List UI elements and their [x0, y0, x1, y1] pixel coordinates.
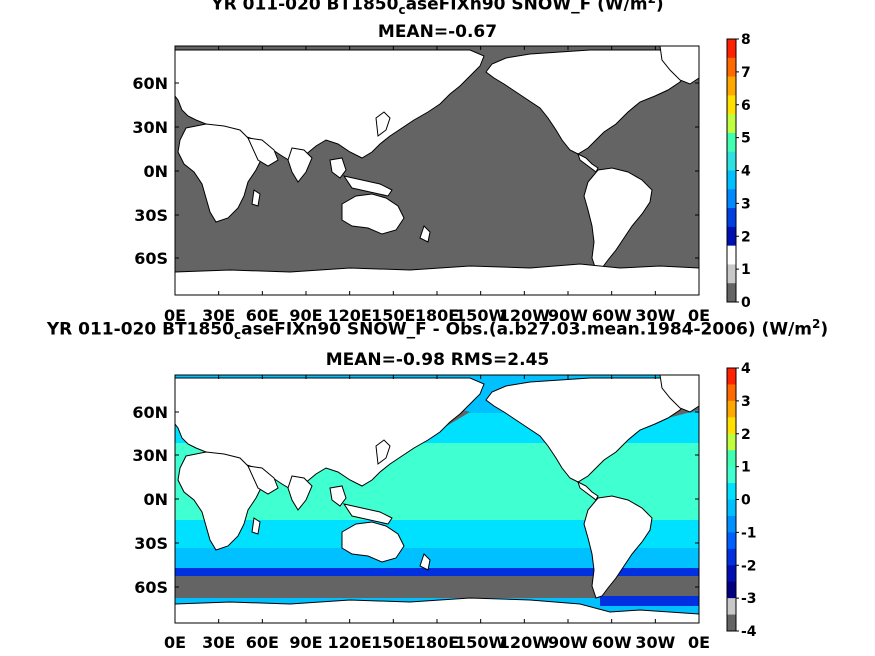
y-tick-label: 60N: [132, 74, 168, 93]
y-tick-label: 0N: [143, 490, 168, 509]
x-tick-label: 120W: [499, 306, 550, 325]
colorbar-label: -2: [741, 558, 757, 574]
colorbar-label: 3: [741, 394, 751, 410]
colorbar-swatch: [727, 245, 736, 265]
colorbar-label: 2: [741, 229, 751, 245]
y-tick-label: 30N: [132, 446, 168, 465]
x-tick-label: 120E: [328, 306, 372, 325]
x-tick-label: 150E: [371, 306, 415, 325]
x-tick-label: 0E: [688, 633, 710, 652]
colorbar-swatch: [727, 264, 736, 284]
x-tick-label: 120W: [499, 633, 550, 652]
colorbar-swatch: [727, 515, 736, 533]
x-tick-label: 90W: [548, 633, 588, 652]
colorbar-swatch: [727, 614, 736, 632]
y-tick-label: 60N: [132, 403, 168, 422]
colorbar-label: 0: [741, 493, 751, 509]
x-tick-label: 60W: [592, 633, 632, 652]
x-tick-label: 30W: [635, 633, 675, 652]
x-tick-label: 0E: [164, 633, 186, 652]
colorbar-swatch: [727, 450, 736, 468]
x-tick-label: 90W: [548, 306, 588, 325]
colorbar-swatch: [727, 114, 736, 134]
colorbar-1: 8 7 6 5 4 3 2 1 0: [726, 32, 751, 311]
x-tick-label: 150W: [455, 306, 506, 325]
x-tick-label: 180E: [415, 306, 459, 325]
y-tick-label: 30N: [132, 118, 168, 137]
colorbar-label: -3: [741, 591, 757, 607]
colorbar-swatch: [727, 151, 736, 171]
y-tick-label: 60S: [134, 578, 168, 597]
colorbar-swatch: [727, 226, 736, 247]
colorbar-label: 4: [741, 361, 751, 377]
plot2-title: YR 011-020 BT1850caseFIXn90 SNOW_F - Obs…: [46, 317, 829, 343]
colorbar-swatch: [727, 368, 736, 385]
colorbar-2: 4 3 2 1 0 -1 -2 -3 -4: [726, 361, 757, 640]
x-tick-label: 30E: [202, 306, 235, 325]
plot1-title: YR 011-020 BT1850caseFIXn90 SNOW_F (W/m2…: [211, 0, 664, 18]
colorbar-swatch: [727, 548, 736, 566]
colorbar-swatch: [727, 57, 736, 78]
colorbar-label: 2: [741, 427, 751, 443]
colorbar-swatch: [727, 598, 736, 616]
x-tick-label: 30E: [202, 633, 235, 652]
colorbar-swatch: [727, 283, 736, 303]
colorbar-swatch: [727, 499, 736, 517]
x-tick-label: 30W: [635, 306, 675, 325]
y-tick-label: 0N: [143, 162, 168, 181]
colorbar-swatch: [727, 581, 736, 599]
x-tick-label: 150W: [455, 633, 506, 652]
colorbar-swatch: [727, 384, 736, 402]
x-tick-label: 180E: [415, 633, 459, 652]
colorbar-label: 7: [741, 65, 751, 81]
map1-land: [175, 46, 699, 295]
y-tick-label: 30S: [134, 534, 168, 553]
colorbar-swatch: [727, 39, 736, 59]
colorbar-swatch: [727, 189, 736, 209]
colorbar-label: 4: [741, 164, 751, 180]
x-tick-label: 60W: [592, 306, 632, 325]
colorbar-label: -4: [741, 624, 757, 640]
x-tick-label: 120E: [328, 633, 372, 652]
colorbar-label: 5: [741, 131, 751, 147]
colorbar-label: 3: [741, 196, 751, 212]
colorbar-swatch: [727, 76, 736, 96]
colorbar-label: 0: [741, 295, 751, 311]
colorbar-swatch: [727, 466, 736, 484]
colorbar-swatch: [727, 417, 736, 435]
x-tick-label: 60E: [246, 633, 279, 652]
colorbar-label: 1: [741, 460, 751, 476]
plot2-subtitle: MEAN=-0.98 RMS=2.45: [325, 350, 550, 370]
x-tick-label: 60E: [246, 306, 279, 325]
colorbar-swatch: [727, 483, 736, 500]
colorbar-label: 6: [741, 98, 751, 114]
x-tick-label: 0E: [164, 306, 186, 325]
colorbar-swatch: [727, 400, 736, 418]
colorbar-swatch: [727, 132, 736, 153]
colorbar-swatch: [727, 208, 736, 228]
colorbar-swatch: [727, 565, 736, 583]
colorbar-label: 1: [741, 262, 751, 278]
colorbar-swatch: [727, 532, 736, 550]
colorbar-swatch: [727, 170, 736, 190]
colorbar-swatch: [727, 433, 736, 451]
x-tick-label: 150E: [371, 633, 415, 652]
x-tick-label: 90E: [289, 306, 322, 325]
plot1-subtitle: MEAN=-0.67: [377, 22, 498, 42]
colorbar-label: 8: [741, 32, 751, 48]
y-tick-label: 60S: [134, 249, 168, 268]
colorbar-label: -1: [741, 525, 757, 541]
y-tick-label: 30S: [134, 206, 168, 225]
x-tick-label: 0E: [688, 306, 710, 325]
map2-land: [175, 375, 699, 623]
colorbar-swatch: [727, 95, 736, 115]
x-tick-label: 90E: [289, 633, 322, 652]
